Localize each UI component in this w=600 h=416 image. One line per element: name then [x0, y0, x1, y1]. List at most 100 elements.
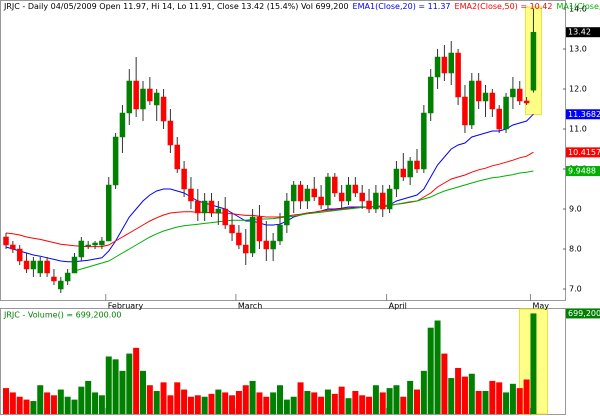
volume-bar: [112, 359, 119, 414]
candle-body: [421, 112, 427, 170]
value-label: 10.4157: [568, 148, 600, 157]
candle-body: [215, 208, 222, 214]
candle-body: [462, 96, 468, 126]
candle-body: [380, 192, 386, 210]
candle-body: [297, 184, 304, 202]
candle-body: [263, 240, 270, 250]
volume-bar: [78, 386, 85, 414]
volume-bar: [194, 395, 201, 414]
volume-bar: [297, 382, 304, 414]
candle-body: [366, 200, 372, 210]
volume-bar: [23, 399, 30, 414]
value-label: 699,200: [568, 309, 600, 318]
candle-body: [195, 200, 201, 214]
indicator-line: [5, 151, 534, 248]
volume-bar: [277, 385, 283, 414]
x-tick-label: March: [238, 302, 262, 311]
volume-bar: [44, 392, 51, 414]
volume-bar: [523, 379, 530, 414]
candle-body: [10, 244, 16, 250]
volume-bar: [153, 390, 160, 414]
volume-bar: [372, 385, 379, 414]
volume-bar: [50, 395, 57, 414]
volume-bar: [105, 356, 112, 414]
legend-entry: MA1(Close,50) = 9.95: [556, 2, 600, 11]
candle-body: [140, 88, 146, 110]
volume-bar: [160, 382, 167, 414]
candle-body: [359, 192, 365, 202]
candle-body: [112, 136, 119, 186]
volume-bar: [468, 373, 475, 414]
volume-bar: [126, 353, 133, 414]
candle-body: [201, 200, 208, 214]
volume-bar: [496, 382, 503, 414]
candle-body: [249, 216, 256, 254]
volume-bar: [414, 389, 420, 414]
candle-body: [338, 192, 345, 202]
volume-bar: [263, 396, 270, 414]
volume-bar: [530, 313, 537, 414]
volume-bar: [393, 385, 400, 414]
candle-body: [222, 208, 228, 226]
volume-bar: [181, 389, 188, 414]
candle-body: [510, 88, 516, 98]
candle-body: [126, 80, 133, 114]
candle-body: [517, 88, 523, 102]
volume-bar: [283, 399, 290, 414]
volume-bar: [85, 380, 92, 414]
candle-body: [188, 188, 194, 202]
candle-body: [373, 192, 379, 210]
candle-body: [482, 92, 489, 102]
candle-body: [469, 80, 475, 126]
volume-bar: [420, 370, 427, 414]
volume-bar: [64, 396, 71, 414]
candle-body: [455, 52, 461, 98]
candle-body: [30, 260, 37, 270]
candle-body: [106, 184, 112, 242]
candle-body: [427, 76, 434, 114]
candle-body: [174, 144, 180, 170]
candle-body: [290, 184, 297, 202]
candle-body: [434, 56, 441, 78]
candle-body: [318, 196, 324, 206]
legend-entry: EMA2(Close,50) = 10.42: [455, 2, 553, 11]
candle-body: [448, 52, 454, 74]
candle-body: [489, 92, 496, 110]
y-tick-label: 9.0: [569, 205, 582, 214]
candle-body: [3, 236, 9, 246]
volume-bar: [441, 353, 448, 414]
candle-body: [208, 200, 215, 214]
candle-body: [51, 276, 57, 282]
indicator-line: [5, 113, 534, 263]
volume-bar: [311, 392, 318, 414]
candle-body: [256, 216, 263, 242]
candle-body: [332, 176, 338, 194]
candle-body: [99, 240, 105, 246]
candle-body: [284, 200, 290, 226]
volume-bar: [140, 370, 146, 414]
volume-bar: [434, 320, 441, 414]
candle-body: [345, 184, 352, 202]
volume-bar: [57, 389, 64, 414]
volume-bar: [338, 386, 345, 414]
candle-body: [167, 120, 174, 146]
x-tick-label: May: [532, 302, 549, 311]
candle-body: [58, 280, 64, 290]
candle-body: [181, 168, 187, 190]
volume-bar: [242, 385, 249, 414]
volume-bar: [324, 389, 331, 414]
volume-bar: [503, 392, 510, 414]
volume-bar: [489, 380, 496, 414]
volume-bar: [37, 385, 44, 414]
value-label: 13.42: [568, 28, 591, 37]
value-label: 9.9488: [568, 167, 596, 176]
volume-bar: [318, 396, 325, 414]
candle-body: [311, 188, 317, 198]
y-tick-label: 14.0: [569, 5, 587, 14]
volume-bar: [146, 385, 153, 414]
x-tick-label: April: [389, 302, 407, 311]
volume-bar: [71, 399, 78, 414]
indicator-line: [74, 170, 534, 272]
candle-body: [475, 80, 482, 102]
candle-body: [160, 96, 167, 122]
